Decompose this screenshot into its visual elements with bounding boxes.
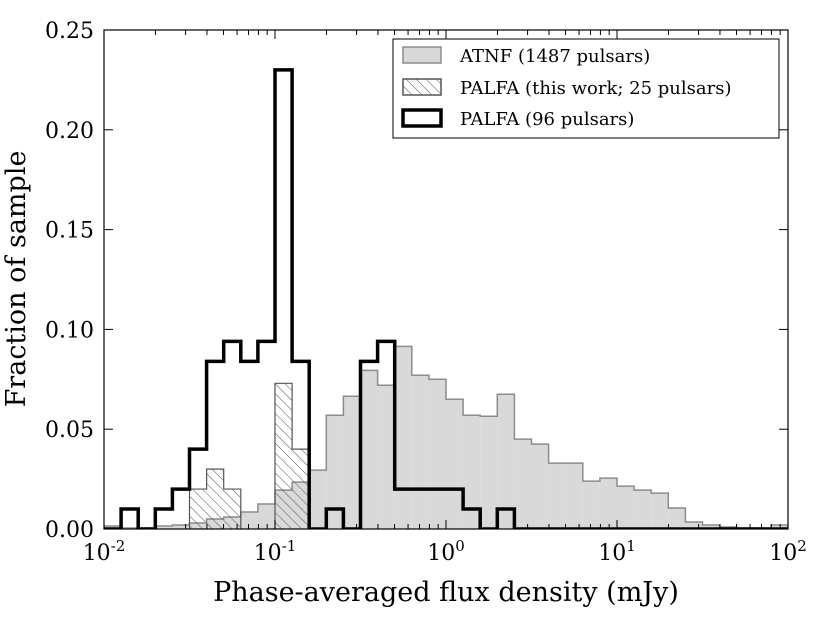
legend-swatch-palfa-this-work <box>402 78 442 96</box>
bar-series-0-bin-30 <box>617 486 635 529</box>
bar-series-1-bin-7 <box>223 489 241 529</box>
bar-series-0-bin-27 <box>565 463 583 529</box>
x-tick-label-1: 10-1 <box>254 537 297 566</box>
bar-series-0-bin-14 <box>343 396 361 529</box>
series-2 <box>104 68 788 529</box>
bar-series-0-bin-25 <box>531 444 549 529</box>
series-1 <box>188 382 310 529</box>
y-tick-label-1: 0.05 <box>45 418 94 443</box>
x-tick-label-3: 101 <box>598 537 636 566</box>
y-axis-title: Fraction of sample <box>1 151 32 408</box>
legend-box <box>392 38 780 139</box>
bar-series-0-bin-4 <box>172 525 190 529</box>
bar-series-0-bin-24 <box>514 439 532 529</box>
bar-series-1-bin-11 <box>292 449 310 529</box>
legend: ATNF (1487 pulsars) PALFA (this work; 25… <box>392 38 780 139</box>
legend-label-palfa-96: PALFA (96 pulsars) <box>460 109 634 130</box>
bar-series-0-bin-29 <box>599 478 617 529</box>
bar-series-0-bin-21 <box>463 415 481 529</box>
bar-series-0-bin-28 <box>582 481 600 529</box>
x-axis-title: Phase-averaged flux density (mJy) <box>213 577 679 608</box>
bar-series-1-bin-5 <box>189 489 207 529</box>
legend-label-palfa-this-work: PALFA (this work; 25 pulsars) <box>460 78 732 99</box>
legend-label-atnf: ATNF (1487 pulsars) <box>459 46 650 67</box>
y-tick-label-0: 0.00 <box>45 518 94 543</box>
series-outline-2 <box>104 68 788 529</box>
bar-series-0-bin-26 <box>548 463 566 529</box>
ticks-layer: 0.00 0.05 0.10 0.15 0.20 0.25 10-2 10-1 100 101 10… <box>45 19 807 566</box>
bar-series-0-bin-13 <box>326 415 344 529</box>
bar-series-0-bin-20 <box>446 399 464 529</box>
bar-series-0-bin-32 <box>651 493 669 529</box>
bar-series-0-bin-15 <box>360 370 378 529</box>
bar-series-0-bin-8 <box>240 512 258 529</box>
series-layer <box>104 68 788 529</box>
bar-series-0-bin-23 <box>497 394 515 529</box>
bar-series-0-bin-16 <box>377 385 395 529</box>
bar-series-0-bin-39 <box>770 525 788 529</box>
x-tick-label-0: 10-2 <box>83 537 126 566</box>
bar-series-0-bin-33 <box>668 508 686 529</box>
bar-series-0-bin-12 <box>309 470 327 529</box>
y-tick-label-4: 0.20 <box>45 119 94 144</box>
x-tick-label-4: 102 <box>769 537 807 566</box>
bar-series-0-bin-22 <box>480 416 498 529</box>
y-tick-label-3: 0.15 <box>45 219 94 244</box>
bar-series-0-bin-9 <box>257 504 275 529</box>
bar-series-0-bin-18 <box>411 375 429 529</box>
legend-swatch-palfa-96 <box>401 108 443 128</box>
bar-series-1-bin-10 <box>275 383 293 529</box>
bar-series-1-bin-6 <box>206 469 224 529</box>
legend-swatch-atnf <box>402 46 442 64</box>
x-tick-label-2: 100 <box>427 537 465 566</box>
y-tick-label-5: 0.25 <box>45 19 94 44</box>
bar-series-0-bin-35 <box>702 525 720 529</box>
bar-series-0-bin-34 <box>685 522 703 529</box>
bar-series-0-bin-17 <box>394 346 412 529</box>
y-tick-label-2: 0.10 <box>45 318 94 343</box>
bar-series-0-bin-19 <box>428 379 446 529</box>
bar-series-0-bin-31 <box>634 490 652 529</box>
bar-series-0-bin-3 <box>155 526 173 529</box>
